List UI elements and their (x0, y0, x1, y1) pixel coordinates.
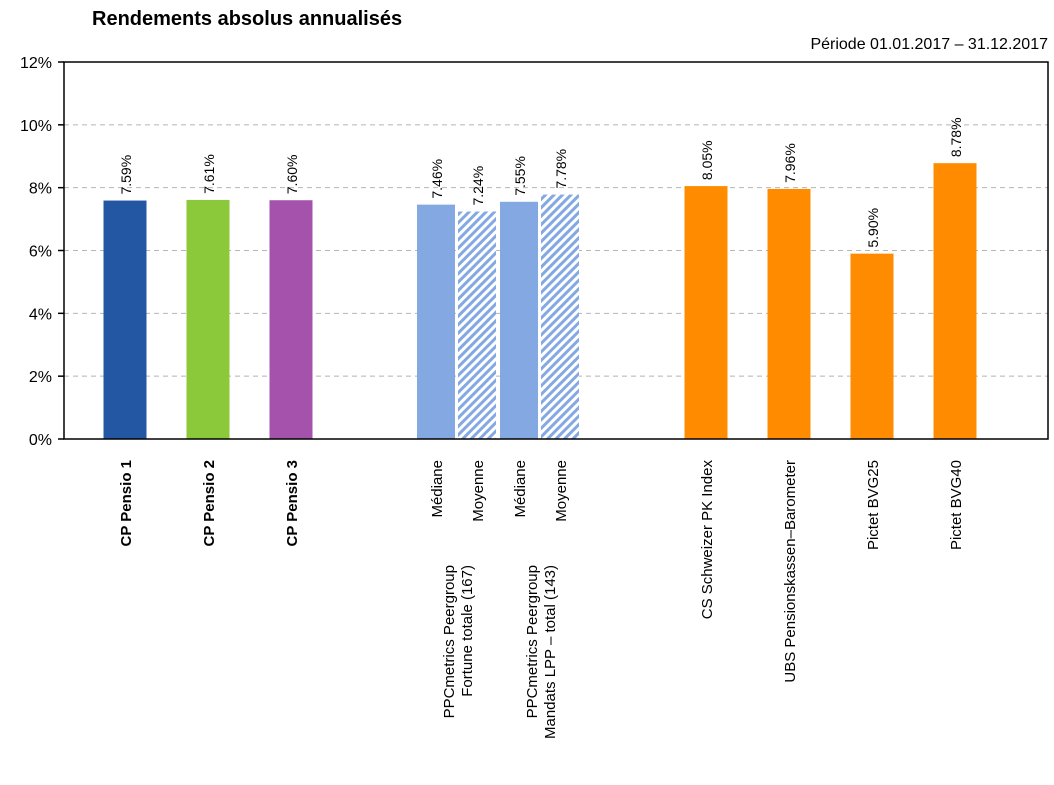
category-label: Pictet BVG40 (948, 460, 965, 550)
bar (850, 253, 894, 439)
value-label: 7.61% (201, 154, 217, 194)
group-label-line2: Fortune totale (167) (459, 565, 476, 697)
category-label: UBS Pensionskassen–Barometer (782, 460, 799, 683)
bars (103, 163, 977, 439)
bar (103, 200, 147, 439)
bar (500, 201, 538, 439)
group-label-line1: PPCmetrics Peergroup (524, 565, 541, 718)
y-tick-label: 12% (20, 55, 52, 72)
y-tick-label: 2% (29, 369, 52, 386)
category-label: Moyenne (553, 460, 570, 522)
category-label: Moyenne (470, 460, 487, 522)
bar (767, 188, 811, 439)
value-label: 7.59% (118, 155, 134, 195)
plot-frame (63, 61, 1049, 440)
y-tick-label: 0% (29, 432, 52, 449)
y-tick-label: 4% (29, 306, 52, 323)
y-tick-label: 10% (20, 118, 52, 135)
group-label-line2: Mandats LPP – total (143) (542, 565, 559, 739)
chart-title: Rendements absolus annualisés (92, 8, 403, 30)
y-tick-label: 8% (29, 181, 52, 198)
group-label-line1: PPCmetrics Peergroup (441, 565, 458, 718)
bar (417, 204, 455, 439)
axes: 0% 2% 4% 6% 8% 10% 12% (20, 55, 1049, 449)
value-label: 8.78% (948, 117, 964, 157)
category-label: CS Schweizer PK Index (699, 460, 716, 620)
value-label: 7.60% (284, 155, 300, 195)
value-label: 7.96% (782, 143, 798, 183)
category-label: CP Pensio 1 (118, 460, 135, 546)
category-label: Médiane (429, 460, 446, 518)
labels: 7.59% CP Pensio 1 7.61% CP Pensio 2 7.60% CP … (118, 117, 965, 739)
value-label: 7.78% (553, 149, 569, 189)
value-label: 8.05% (699, 140, 715, 180)
value-label: 7.46% (429, 159, 445, 199)
category-label: Médiane (512, 460, 529, 518)
y-tick-label: 6% (29, 244, 52, 261)
value-label: 7.24% (470, 166, 486, 206)
bar (541, 194, 579, 439)
bar (186, 199, 230, 439)
value-label: 7.55% (512, 156, 528, 196)
category-label: CP Pensio 3 (284, 460, 301, 546)
value-label: 5.90% (865, 208, 881, 248)
chart-subtitle: Période 01.01.2017 – 31.12.2017 (810, 36, 1048, 53)
bar (684, 186, 728, 439)
category-label: CP Pensio 2 (201, 460, 218, 546)
bar (269, 200, 313, 439)
bar (458, 211, 496, 439)
bar (933, 163, 977, 439)
category-label: Pictet BVG25 (865, 460, 882, 550)
